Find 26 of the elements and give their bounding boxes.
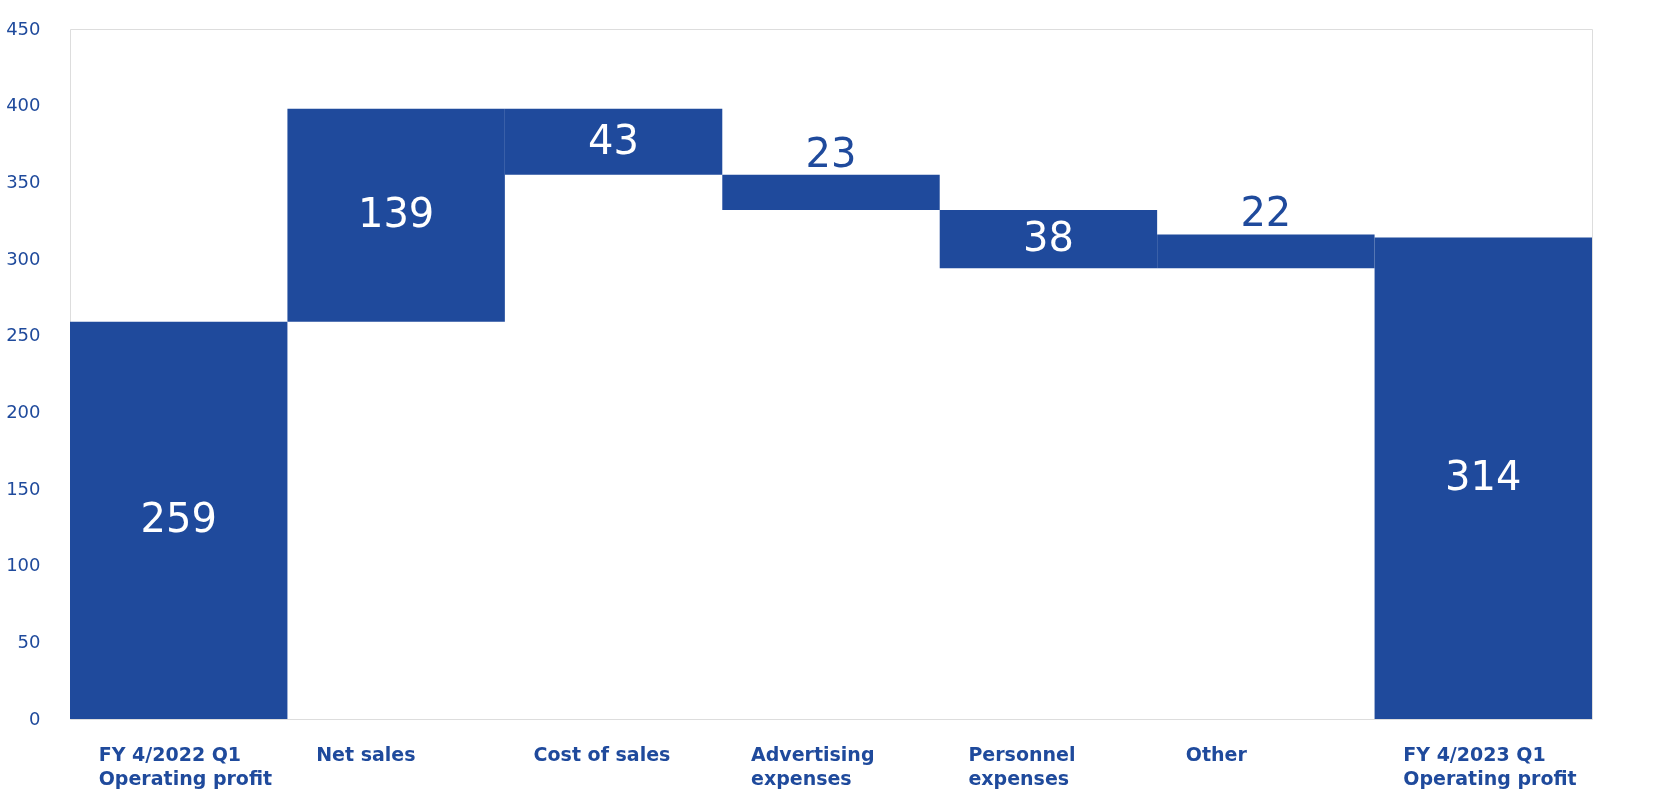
data-label: 23 xyxy=(805,129,857,176)
x-tick-label: FY 4/2022 Q1 Operating profit xyxy=(98,742,273,789)
data-label: 314 xyxy=(1445,453,1522,500)
y-tick-label: 200 xyxy=(6,400,41,422)
x-tick-label: Other xyxy=(1185,742,1248,765)
data-label: 22 xyxy=(1240,189,1292,236)
bar xyxy=(70,321,288,719)
x-tick-label: Personnel expenses xyxy=(968,742,1076,789)
y-tick-label: 350 xyxy=(6,170,41,192)
x-tick-label: FY 4/2023 Q1 Operating profit xyxy=(1403,742,1577,789)
y-tick-label: 0 xyxy=(29,707,41,729)
y-tick-label: 150 xyxy=(6,477,41,499)
data-label: 139 xyxy=(357,190,435,237)
data-label: 38 xyxy=(1022,214,1074,261)
data-label: 259 xyxy=(140,495,217,542)
bar xyxy=(722,174,940,210)
y-tick-label: 50 xyxy=(17,630,41,652)
x-tick-label: Cost of sales xyxy=(533,742,671,765)
x-tick-label: Net sales xyxy=(316,742,416,765)
y-tick-label: 100 xyxy=(6,554,41,576)
y-tick-label: 300 xyxy=(6,247,41,269)
y-tick-label: 250 xyxy=(6,324,41,346)
y-tick-label: 450 xyxy=(6,17,41,39)
y-tick-label: 400 xyxy=(6,94,41,116)
data-label: 43 xyxy=(588,116,640,163)
x-tick-label: Advertising expenses xyxy=(751,742,875,789)
